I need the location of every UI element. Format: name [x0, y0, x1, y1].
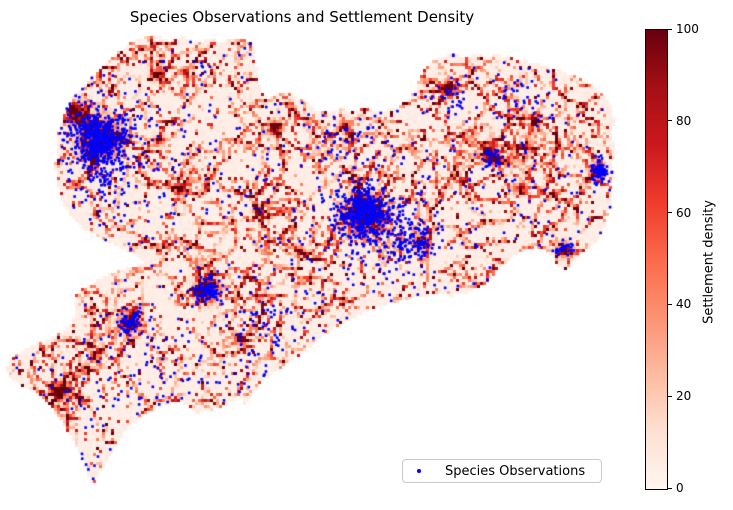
map-canvas — [0, 0, 633, 510]
legend: Species Observations — [402, 459, 602, 483]
colorbar-tick — [668, 120, 672, 122]
legend-label: Species Observations — [445, 463, 586, 479]
colorbar-tick-label: 20 — [676, 389, 692, 404]
legend-marker-dot — [417, 469, 421, 473]
colorbar-label: Settlement density — [701, 200, 717, 324]
colorbar-tick-label: 0 — [676, 481, 684, 495]
colorbar-gradient — [646, 30, 667, 489]
colorbar-tick-label: 40 — [676, 297, 692, 312]
colorbar-tick-label: 60 — [676, 205, 692, 220]
colorbar-tick-label: 80 — [676, 113, 692, 128]
colorbar-tick — [668, 395, 672, 397]
colorbar-tick — [668, 28, 672, 30]
colorbar-tick-label: 100 — [676, 22, 699, 36]
colorbar-tick — [668, 212, 672, 214]
chart-title: Species Observations and Settlement Dens… — [129, 8, 475, 26]
colorbar-tick — [668, 487, 672, 489]
colorbar-tick — [668, 303, 672, 305]
colorbar — [645, 29, 668, 490]
